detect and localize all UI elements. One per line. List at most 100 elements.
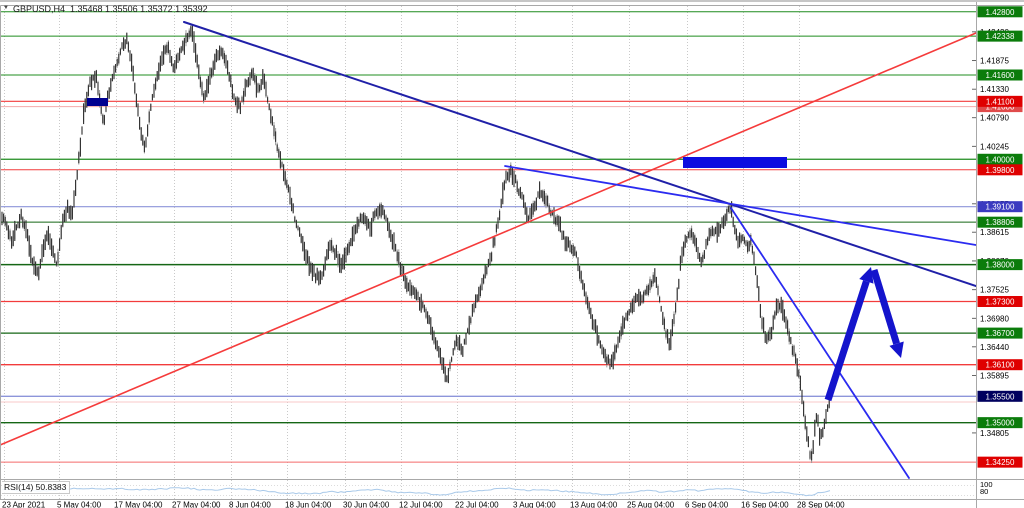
- price-badge-bg: [977, 216, 1023, 228]
- price-badge-label: 1.37300: [986, 297, 1015, 306]
- steep-breakdown-line[interactable]: [730, 207, 910, 479]
- symbol-dropdown-icon[interactable]: ▼: [3, 5, 9, 11]
- price-badge-label: 1.35500: [986, 392, 1015, 401]
- price-badge-label: 1.39100: [986, 203, 1015, 212]
- annotations[interactable]: [87, 98, 904, 402]
- price-badge-bg: [977, 201, 1023, 213]
- price-badge-bg: [977, 6, 1023, 18]
- price-badge-label: 1.41600: [986, 71, 1015, 80]
- projection-arrow-down[interactable]: [870, 268, 904, 358]
- time-axis: 23 Apr 2021 5 May 04:00 17 May 04:00 27 May…: [2, 501, 845, 508]
- price-badge-1.42800: 1.42800: [977, 6, 1023, 18]
- time-axis-label: 13 Aug 04:00: [570, 501, 618, 508]
- price-tick-label: 1.40790: [980, 114, 1009, 123]
- price-badge-bg: [977, 259, 1023, 271]
- price-badge-label: 1.36100: [986, 361, 1015, 370]
- price-badge-label: 1.41100: [986, 97, 1015, 106]
- price-badge-bg: [977, 327, 1023, 339]
- price-badge-label: 1.41000: [986, 103, 1015, 112]
- price-badge-1.35500: 1.35500: [977, 390, 1023, 402]
- time-axis-label: 5 May 04:00: [57, 501, 102, 508]
- price-badge-bg: [977, 164, 1023, 176]
- time-axis-label: 8 Jun 04:00: [229, 501, 271, 508]
- price-tick-label: 1.38615: [980, 228, 1009, 237]
- projection-arrow-up[interactable]: [824, 267, 874, 402]
- time-axis-label: 27 May 04:00: [172, 501, 221, 508]
- projection-arrow-down-shaft[interactable]: [870, 268, 900, 345]
- descending-channel-line[interactable]: [183, 21, 976, 287]
- price-badge-1.39100: 1.39100: [977, 201, 1023, 213]
- price-badge-label: 1.38806: [986, 218, 1015, 227]
- price-badge-label: 1.39800: [986, 166, 1015, 175]
- price-tick-label: 1.40245: [980, 142, 1009, 151]
- price-badge-label: 1.36700: [986, 329, 1015, 338]
- supply-zone-rectangle[interactable]: [683, 157, 787, 168]
- time-axis-label: 17 May 04:00: [114, 501, 163, 508]
- price-badge-bg: [977, 359, 1023, 371]
- price-level-lines[interactable]: [1, 11, 976, 463]
- price-badge-1.36700: 1.36700: [977, 327, 1023, 339]
- price-badge-1.41100: 1.41100: [977, 95, 1023, 107]
- price-badge-label: 1.42800: [986, 8, 1015, 17]
- descending-fan-line[interactable]: [504, 165, 976, 246]
- price-badge-label: 1.38000: [986, 261, 1015, 270]
- projection-arrow-up-head[interactable]: [859, 267, 874, 284]
- time-axis-label: 3 Aug 04:00: [513, 501, 556, 508]
- time-axis-label: 30 Jun 04:00: [343, 501, 390, 508]
- time-axis-label: 18 Jun 04:00: [285, 501, 332, 508]
- price-badge-bg: [977, 417, 1023, 429]
- rsi-line-group: [1, 487, 831, 497]
- price-badge-1.38806: 1.38806: [977, 216, 1023, 228]
- price-badge-1.39800: 1.39800: [977, 164, 1023, 176]
- price-badge-bg: [977, 295, 1023, 307]
- price-badge-1.35000: 1.35000: [977, 417, 1023, 429]
- price-tick-label: 1.41330: [980, 85, 1009, 94]
- rsi-panel: [1, 485, 976, 497]
- chart-title-ohlc: GBPUSD,H4 1.35468 1.35506 1.35372 1.3539…: [13, 4, 208, 14]
- rsi-line: [1, 487, 831, 497]
- price-badge-bg: [977, 30, 1023, 42]
- price-badge-bg: [977, 69, 1023, 81]
- price-tick-label: 1.36980: [980, 314, 1009, 323]
- price-badge-bg: [977, 456, 1023, 468]
- projection-arrow-up-shaft[interactable]: [824, 280, 870, 402]
- time-axis-label: 25 Aug 04:00: [627, 501, 675, 508]
- price-badge-bg: [977, 390, 1023, 402]
- price-tick-label: 1.37525: [980, 286, 1009, 295]
- highlight-dash[interactable]: [87, 98, 108, 106]
- price-tick-label: 1.35895: [980, 371, 1009, 380]
- price-badge-1.40000: 1.40000: [977, 153, 1023, 165]
- projection-arrow-down-head[interactable]: [889, 341, 904, 358]
- grid-lines: [4, 6, 800, 499]
- rsi-indicator-label: RSI(14) 50.8383: [2, 481, 71, 494]
- time-axis-label: 23 Apr 2021: [2, 501, 46, 508]
- rsi-scale-label: 100: [980, 480, 993, 489]
- price-badge-1.36100: 1.36100: [977, 359, 1023, 371]
- price-bars: [1, 25, 830, 464]
- time-axis-label: 28 Sep 04:00: [797, 501, 845, 508]
- ascending-red-trendline[interactable]: [0, 32, 976, 446]
- time-axis-label: 22 Jul 04:00: [455, 501, 499, 508]
- time-axis-label: 6 Sep 04:00: [685, 501, 729, 508]
- price-axis: 1.424201.418751.413301.407901.402451.391…: [972, 6, 1023, 496]
- price-tick-label: 1.41875: [980, 57, 1009, 66]
- price-badge-1.38000: 1.38000: [977, 259, 1023, 271]
- price-badge-1.34250: 1.34250: [977, 456, 1023, 468]
- price-badge-label: 1.40000: [986, 155, 1015, 164]
- trend-lines[interactable]: [0, 21, 976, 479]
- price-badge-bg: [977, 95, 1023, 107]
- rsi-scale-label: 80: [980, 487, 988, 496]
- price-badge-label: 1.34250: [986, 458, 1015, 467]
- time-axis-label: 12 Jul 04:00: [399, 501, 443, 508]
- price-badge-label: 1.35000: [986, 419, 1015, 428]
- price-badge-label: 1.42338: [986, 32, 1015, 41]
- price-badge-1.41600: 1.41600: [977, 69, 1023, 81]
- price-badge-bg: [977, 153, 1023, 165]
- time-axis-label: 16 Sep 04:00: [741, 501, 789, 508]
- price-badge-1.37300: 1.37300: [977, 295, 1023, 307]
- price-tick-label: 1.34805: [980, 429, 1009, 438]
- price-tick-label: 1.36440: [980, 343, 1009, 352]
